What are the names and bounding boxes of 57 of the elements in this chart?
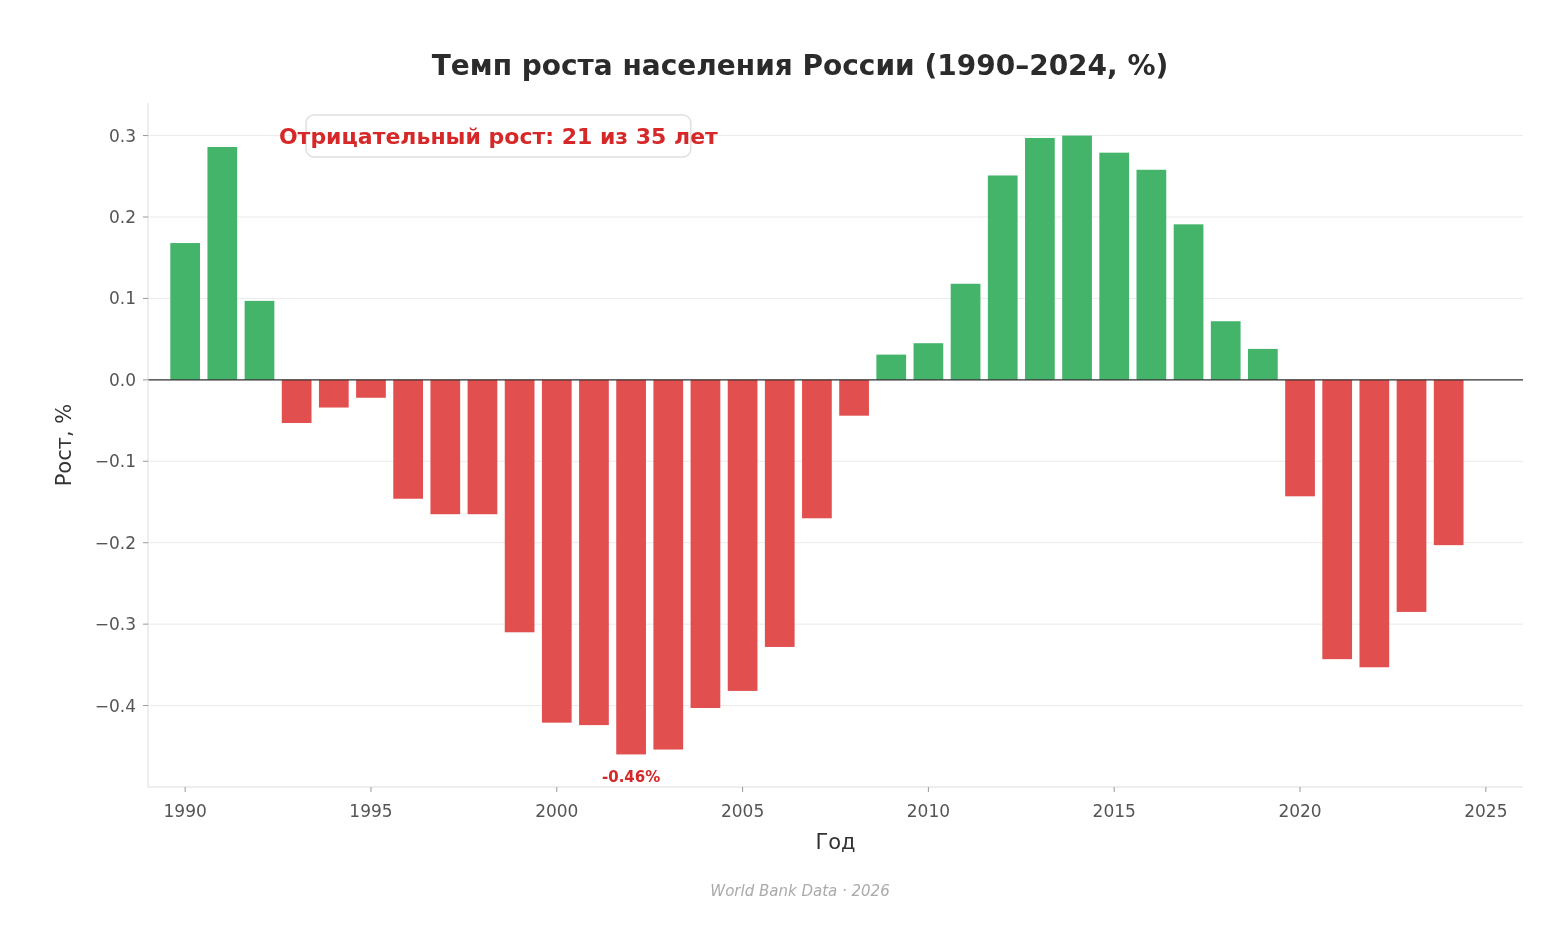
bar <box>318 379 349 408</box>
bar <box>541 379 572 723</box>
x-tick-label: 1995 <box>349 801 393 821</box>
bar <box>1359 379 1390 668</box>
x-tick-label: 1990 <box>163 801 207 821</box>
bar <box>281 379 312 424</box>
y-tick-label: 0.3 <box>108 125 136 146</box>
annotation: -0.46% <box>601 768 661 787</box>
chart-title: Темп роста населения России (1990–2024, %) <box>431 49 1169 82</box>
bar <box>1285 379 1315 497</box>
bar <box>579 379 609 726</box>
bar <box>839 379 869 416</box>
bar <box>653 379 684 750</box>
bar <box>1396 379 1427 612</box>
x-tick-label: 2025 <box>1464 801 1508 821</box>
bar <box>430 379 461 515</box>
bar <box>1248 348 1278 380</box>
bar <box>1322 379 1353 660</box>
y-tick-label: −0.1 <box>94 451 136 472</box>
x-tick-label: 2000 <box>535 801 579 821</box>
x-tick-label: 2010 <box>906 801 951 821</box>
annotation: Отрицательный рост: 21 из 35 лет <box>278 123 719 149</box>
bar <box>764 379 795 647</box>
y-axis-title: Рост, % <box>52 403 76 487</box>
bar <box>1136 169 1167 380</box>
bar <box>207 146 238 380</box>
bar <box>913 343 944 380</box>
bar <box>987 175 1018 380</box>
y-tick-label: −0.4 <box>94 695 136 716</box>
bar <box>1433 379 1464 546</box>
y-tick-label: 0.1 <box>108 288 136 309</box>
bar <box>727 379 758 691</box>
bar <box>393 379 423 499</box>
y-tick-label: 0.0 <box>108 369 136 390</box>
x-axis-title: Год <box>815 830 856 854</box>
bar <box>1210 321 1241 380</box>
bar <box>690 379 721 709</box>
x-tick-label: 2020 <box>1278 801 1322 821</box>
bar <box>244 300 275 380</box>
bar <box>170 243 201 380</box>
y-tick-label: −0.2 <box>94 532 136 553</box>
bar <box>467 379 498 515</box>
bar <box>1173 224 1204 380</box>
bar <box>1025 138 1055 380</box>
bar <box>356 379 386 398</box>
bar <box>616 379 646 755</box>
bar <box>1099 152 1130 380</box>
bar <box>876 354 907 380</box>
text: World Bank Data · 2026 <box>710 882 890 900</box>
y-tick-label: 0.2 <box>108 206 136 227</box>
bar <box>1062 135 1092 380</box>
bar <box>504 379 535 633</box>
bar <box>950 283 981 380</box>
y-tick-label: −0.3 <box>94 614 136 635</box>
bar <box>802 379 832 519</box>
x-tick-label: 2015 <box>1092 801 1136 821</box>
x-tick-label: 2005 <box>720 801 765 821</box>
